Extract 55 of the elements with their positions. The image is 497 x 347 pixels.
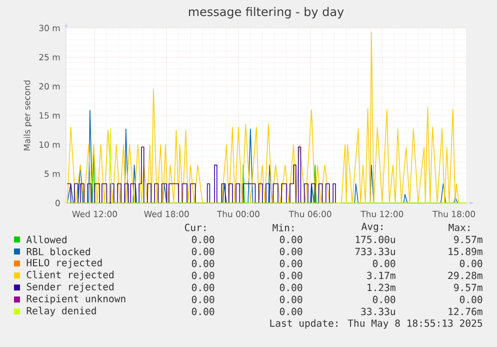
x-tick-label: Wed 18:00 [144, 210, 189, 218]
text: Last update: Thu May 8 18:55:13 2025 [270, 319, 482, 329]
text: 29.28m [448, 272, 482, 280]
text: 0.00 [280, 272, 302, 280]
text: 33.33u [361, 308, 395, 316]
y-tick-label: 30 m [39, 24, 60, 32]
text: 0.00 [280, 308, 302, 316]
y-tick-label: 20 m [39, 83, 60, 90]
x-tick-label: Thu 18:00 [432, 210, 475, 218]
text: 0.00 [372, 260, 396, 268]
y-tick-label: 5 m [44, 170, 60, 177]
y-tick-label: 10 m [40, 141, 60, 148]
text: Max: [448, 224, 470, 232]
text: 0.00 [460, 260, 482, 268]
y-tick-label: 0 [56, 200, 60, 206]
text: 0.00 [192, 236, 214, 244]
text: 0.00 [280, 248, 302, 256]
text: Cur: [184, 224, 206, 232]
text: 15.89m [448, 248, 482, 256]
text: 0.00 [192, 284, 214, 292]
text: Min: [272, 224, 294, 232]
x-tick-label: Wed 12:00 [72, 210, 117, 218]
legend-label: HELO rejected [26, 258, 102, 268]
legend-label: Recipient unknown [26, 294, 126, 304]
text: 733.33u [355, 248, 395, 256]
text: 0.00 [280, 296, 302, 304]
x-tick-label: Thu 12:00 [360, 210, 404, 218]
x-tick-label: Thu 00:00 [216, 210, 260, 218]
text: 0.00 [372, 296, 396, 304]
legend-label: RBL blocked [26, 248, 90, 256]
text: 0.00 [192, 260, 214, 268]
text: 175.00u [356, 236, 395, 244]
text: 0.00 [192, 248, 214, 256]
text: 9.57m [454, 284, 482, 292]
text: 3.17m [367, 272, 396, 280]
legend-label: Relay denied [26, 306, 96, 316]
text: 0.00 [280, 284, 302, 292]
text: 0.00 [192, 272, 214, 280]
legend-label: Allowed [26, 236, 66, 244]
text: 1.23m [368, 284, 396, 292]
x-tick-label: Thu 06:00 [288, 210, 332, 218]
y-tick-label: 15 m [40, 112, 60, 119]
legend-label: Sender rejected [26, 282, 114, 292]
text: Avg: [361, 222, 382, 232]
legend-label: Client rejected [26, 270, 114, 280]
text: 9.57m [454, 236, 482, 244]
chart-title: message filtering - by day [188, 6, 344, 18]
y-tick-label: 25 m [39, 54, 60, 60]
text: 0.00 [460, 296, 482, 304]
text: 12.76m [448, 308, 482, 316]
text: 0.00 [280, 236, 302, 244]
text: 0.00 [192, 296, 214, 304]
y-axis-title: Mails per second [24, 80, 32, 150]
text: 0.00 [280, 260, 302, 268]
text: 0.00 [192, 308, 214, 316]
